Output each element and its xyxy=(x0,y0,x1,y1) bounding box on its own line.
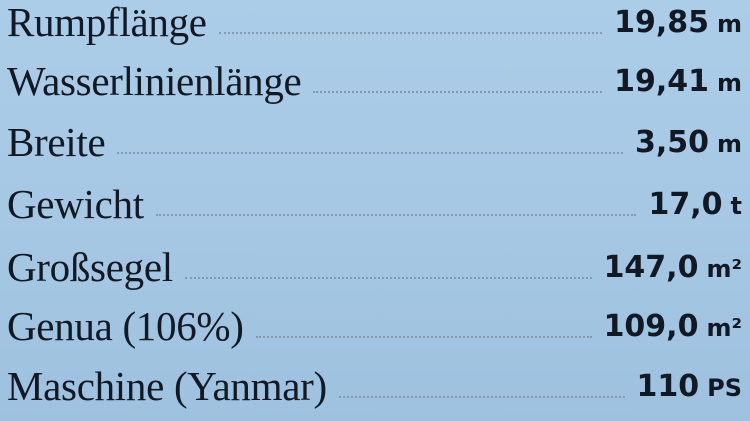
spec-value: 17,0 t xyxy=(648,187,750,222)
value-number: 3,50 xyxy=(634,124,709,160)
spec-label: Genua (106%) xyxy=(7,303,244,349)
dot-leader xyxy=(255,336,592,338)
dot-leader xyxy=(313,91,603,93)
spec-row-weight: Gewicht 17,0 t xyxy=(0,174,750,234)
value-unit: t xyxy=(730,191,742,220)
value-unit: m xyxy=(716,129,742,158)
spec-row-hull-length: Rumpflänge 19,85 m xyxy=(0,0,750,52)
spec-value: 19,85 m xyxy=(614,5,750,40)
dot-leader xyxy=(338,396,625,398)
spec-row-waterline-length: Wasserlinienlänge 19,41 m xyxy=(0,51,750,111)
spec-label: Maschine (Yanmar) xyxy=(7,363,327,409)
spec-label: Wasserlinienlänge xyxy=(7,58,302,104)
value-unit: m xyxy=(716,9,742,38)
value-number: 17,0 xyxy=(648,186,723,222)
value-number: 110 xyxy=(636,368,700,404)
spec-label: Rumpflänge xyxy=(7,0,207,45)
spec-row-mainsail: Großsegel 147,0 m² xyxy=(0,237,750,297)
dot-leader xyxy=(218,32,603,34)
value-unit: m xyxy=(716,68,742,97)
spec-label: Gewicht xyxy=(7,181,144,227)
spec-label: Großsegel xyxy=(7,244,173,290)
spec-value: 109,0 m² xyxy=(604,309,750,344)
value-number: 109,0 xyxy=(603,308,699,344)
dot-leader xyxy=(184,277,592,279)
spec-value: 147,0 m² xyxy=(604,250,750,285)
value-number: 19,41 xyxy=(614,63,709,99)
value-unit: PS xyxy=(707,373,742,402)
value-number: 19,85 xyxy=(614,4,709,40)
value-unit: m² xyxy=(706,254,742,283)
spec-row-genoa: Genua (106%) 109,0 m² xyxy=(0,296,750,356)
spec-value: 3,50 m xyxy=(635,125,750,160)
spec-value: 110 PS xyxy=(637,369,750,404)
spec-row-engine: Maschine (Yanmar) 110 PS xyxy=(0,356,750,416)
value-unit: m² xyxy=(706,313,742,342)
dot-leader xyxy=(117,152,623,154)
spec-row-beam: Breite 3,50 m xyxy=(0,112,750,172)
value-number: 147,0 xyxy=(603,249,699,285)
spec-value: 19,41 m xyxy=(614,64,750,99)
spec-label: Breite xyxy=(7,119,106,165)
dot-leader xyxy=(155,214,637,216)
